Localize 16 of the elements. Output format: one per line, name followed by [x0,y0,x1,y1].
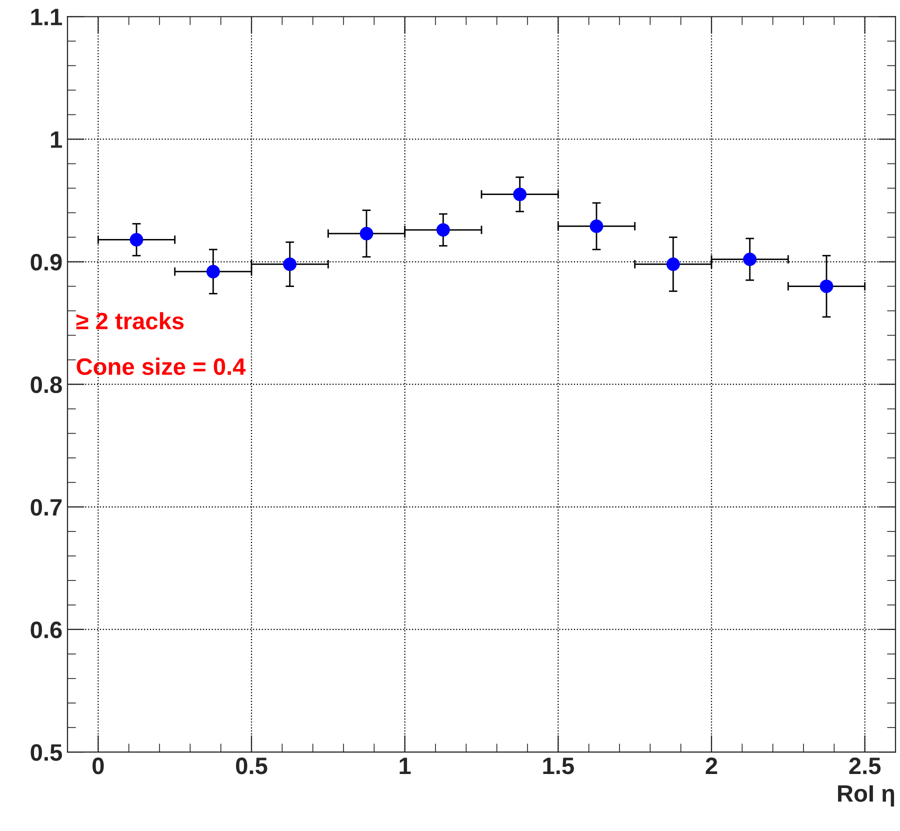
x-tick-label: 2.5 [849,758,881,774]
y-tick-label: 1 [50,132,62,148]
y-tick-label: 0.5 [30,744,62,761]
y-tick-label: 0.6 [30,622,62,638]
x-tick-label: 0.5 [236,758,268,774]
x-tick-label: 1 [400,758,411,774]
x-tick-label: 0 [92,758,104,774]
y-tick-label: 1.1 [31,8,62,26]
x-axis-title: RoI η [838,785,894,806]
y-tick-label: 0.7 [30,498,62,516]
x-tick-label: 1.5 [543,758,574,774]
x-tick-label: 2 [706,758,718,774]
annotation: ≥ 2 tracks [76,312,184,330]
annotation: Cone size = 0.4 [76,358,246,376]
y-tick-label: 0.9 [30,254,62,271]
y-tick-label: 0.8 [30,376,62,394]
